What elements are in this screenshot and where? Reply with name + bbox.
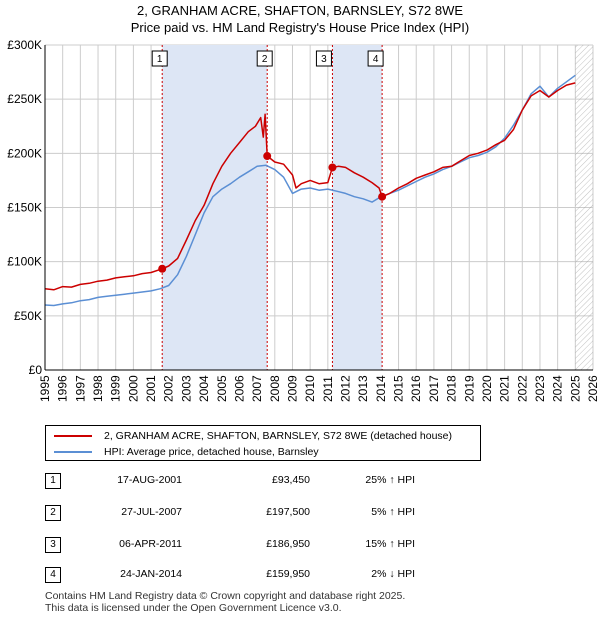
series-line-hpi <box>44 74 576 307</box>
transaction-price: £186,950 <box>266 538 310 550</box>
x-tick-label: 2014 <box>374 375 388 402</box>
x-tick-label: 2001 <box>144 375 158 402</box>
x-tick-label: 2026 <box>586 375 600 402</box>
legend-label-hpi: HPI: Average price, detached house, Barn… <box>104 446 319 458</box>
y-axis-ticks: £0 £50K £100K £150K £200K £250K £300K <box>7 38 42 377</box>
x-tick-label: 2010 <box>303 375 317 402</box>
x-tick-label: 1999 <box>109 375 123 402</box>
x-tick-label: 1997 <box>73 375 87 402</box>
badge-label-3: 3 <box>321 54 327 65</box>
x-tick-label: 2022 <box>515 375 529 402</box>
x-tick-label: 2004 <box>197 375 211 402</box>
x-tick-label: 2011 <box>321 376 335 402</box>
sale-points <box>158 152 387 273</box>
x-tick-label: 1995 <box>38 375 52 402</box>
y-tick-label: £0 <box>29 363 43 377</box>
transaction-hpi: 15% ↑ HPI <box>365 538 415 550</box>
transaction-date: 17-AUG-2001 <box>117 474 182 486</box>
x-tick-label: 2021 <box>498 375 512 402</box>
x-tick-label: 2024 <box>551 375 565 402</box>
transaction-date: 27-JUL-2007 <box>121 506 182 518</box>
sale-point-3 <box>328 163 337 172</box>
y-tick-label: £100K <box>7 255 42 269</box>
sale-point-2 <box>263 152 272 161</box>
badge-box-1 <box>151 50 168 67</box>
badge-box-2 <box>256 50 273 67</box>
transaction-row: 2 27-JUL-2007 £197,500 5% ↑ HPI <box>45 505 425 523</box>
transaction-badge: 3 <box>45 537 61 553</box>
x-tick-label: 2009 <box>285 375 299 402</box>
x-tick-label: 2019 <box>462 375 476 402</box>
x-tick-label: 2025 <box>568 375 582 402</box>
legend-swatch-property <box>54 435 92 438</box>
x-tick-label: 2000 <box>126 375 140 402</box>
transaction-price: £93,450 <box>272 474 310 486</box>
legend-item-property: 2, GRANHAM ACRE, SHAFTON, BARNSLEY, S72 … <box>54 428 452 444</box>
x-tick-label: 2017 <box>427 375 441 402</box>
badge-label-2: 2 <box>262 54 268 65</box>
x-tick-label: 2006 <box>232 375 246 402</box>
sale-point-1 <box>158 264 167 273</box>
x-tick-label: 2012 <box>339 375 353 402</box>
shaded-period <box>162 45 268 370</box>
x-tick-label: 2005 <box>215 375 229 402</box>
attribution-line-1: Contains HM Land Registry data © Crown c… <box>45 590 406 602</box>
badge-box-3 <box>315 50 332 67</box>
sale-badges: 1 2 3 4 <box>151 50 384 67</box>
transaction-price: £197,500 <box>266 506 310 518</box>
transaction-hpi: 5% ↑ HPI <box>371 506 415 518</box>
x-tick-label: 2008 <box>268 375 282 402</box>
transaction-date: 24-JAN-2014 <box>120 568 182 580</box>
y-tick-label: £300K <box>7 38 42 52</box>
x-tick-label: 2007 <box>250 375 264 402</box>
x-axis-ticks: 1995 1996 1997 1998 1999 2000 2001 2002 2003 2004… <box>38 375 600 402</box>
badge-label-4: 4 <box>373 54 379 65</box>
legend-swatch-hpi <box>54 451 92 454</box>
x-tick-label: 2020 <box>480 375 494 402</box>
transaction-date: 06-APR-2011 <box>119 538 182 550</box>
chart-subtitle: Price paid vs. HM Land Registry's House … <box>131 20 469 35</box>
transaction-price: £159,950 <box>266 568 310 580</box>
transaction-row: 4 24-JAN-2014 £159,950 2% ↓ HPI <box>45 567 425 585</box>
y-tick-label: £250K <box>7 92 42 106</box>
attribution-footer: Contains HM Land Registry data © Crown c… <box>45 590 405 614</box>
x-tick-label: 1998 <box>91 375 105 402</box>
transaction-row: 3 06-APR-2011 £186,950 15% ↑ HPI <box>45 537 425 555</box>
future-hatch <box>575 45 593 370</box>
transaction-badge: 2 <box>45 505 61 521</box>
x-tick-label: 2003 <box>179 375 193 402</box>
attribution-line-2: This data is licensed under the Open Gov… <box>45 602 342 614</box>
x-tick-label: 2016 <box>409 375 423 402</box>
badge-label-1: 1 <box>157 54 163 65</box>
legend: 2, GRANHAM ACRE, SHAFTON, BARNSLEY, S72 … <box>45 425 481 461</box>
transaction-badge: 1 <box>45 473 61 489</box>
y-tick-label: £200K <box>7 146 42 160</box>
legend-item-hpi: HPI: Average price, detached house, Barn… <box>54 444 319 460</box>
transaction-badge: 4 <box>45 567 61 583</box>
transaction-row: 1 17-AUG-2001 £93,450 25% ↑ HPI <box>45 473 425 491</box>
future-hatch-rect <box>575 45 593 370</box>
chart-title: 2, GRANHAM ACRE, SHAFTON, BARNSLEY, S72 … <box>137 3 463 18</box>
badge-box-4 <box>367 50 384 67</box>
price-chart: 2, GRANHAM ACRE, SHAFTON, BARNSLEY, S72 … <box>7 3 600 402</box>
y-tick-label: £150K <box>7 201 42 215</box>
series-lines <box>44 74 576 307</box>
legend-label-property: 2, GRANHAM ACRE, SHAFTON, BARNSLEY, S72 … <box>104 430 452 442</box>
sale-point-4 <box>378 192 387 201</box>
x-tick-label: 1996 <box>56 375 70 402</box>
x-tick-label: 2023 <box>533 375 547 402</box>
transaction-hpi: 2% ↓ HPI <box>371 568 415 580</box>
x-tick-label: 2013 <box>356 375 370 402</box>
transaction-hpi: 25% ↑ HPI <box>365 474 415 486</box>
sale-period-shading <box>162 45 383 370</box>
series-line-property <box>44 82 576 291</box>
x-tick-label: 2002 <box>162 375 176 402</box>
axes <box>44 45 593 371</box>
x-tick-label: 2018 <box>445 375 459 402</box>
x-tick-label: 2015 <box>392 375 406 402</box>
y-tick-label: £50K <box>14 309 42 323</box>
shaded-period <box>332 45 383 370</box>
